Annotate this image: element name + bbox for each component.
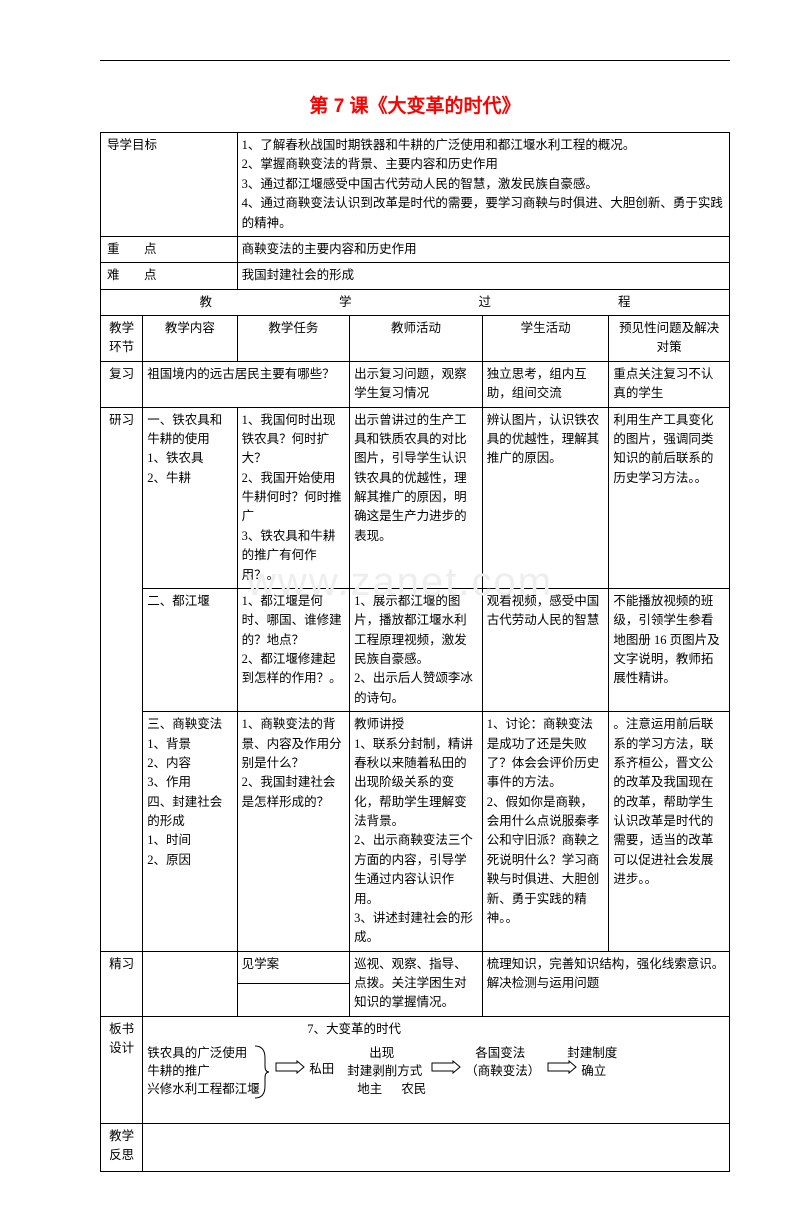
r1-teacher: 出示曾讲过的生产工具和铁质农具的对比图片，引导学生认识铁农具的优越性，理解其推广… (350, 407, 483, 588)
r2-task: 1、都江堰是何时、哪国、谁修建的？地点？ 2、都江堰修建起到怎样的作用？。 (237, 588, 350, 711)
board-l2: 牛耕的推广 (147, 1062, 210, 1081)
reflect-label: 教学 反思 (101, 1123, 143, 1171)
review-content: 祖国境内的远古居民主要有哪些？ (143, 361, 350, 407)
row-study-3: 三、商鞅变法 1、背景 2、内容 3、作用 四、封建社会的形成 1、时间 2、原… (101, 712, 730, 952)
board-mid1a: 私田 (309, 1060, 334, 1079)
col-stage: 教学 环节 (101, 316, 143, 362)
board-title: 7、大变革的时代 (307, 1020, 401, 1039)
col-task: 教学任务 (237, 316, 350, 362)
board-mid2: 封建剥削方式 (347, 1062, 422, 1081)
row-study-1: 研习 一、铁农具和牛耕的使用 1、铁农具 2、牛耕 1、我国何时出现铁农具？何时… (101, 407, 730, 588)
board-r4: 确立 (581, 1062, 606, 1081)
refine-content (143, 951, 237, 1016)
process-header: 教 学 过 程 (101, 289, 730, 315)
lesson-plan-table: 导学目标 1、了解春秋战国时期铁器和牛耕的广泛使用和都江堰水利工程的概况。 2、… (100, 132, 730, 1172)
board-mid3a: 地主 (357, 1080, 382, 1099)
r3-content: 三、商鞅变法 1、背景 2、内容 3、作用 四、封建社会的形成 1、时间 2、原… (143, 712, 237, 952)
goals-label: 导学目标 (101, 133, 238, 237)
row-review: 复习 祖国境内的远古居民主要有哪些？ 出示复习问题，观察学生复习情况 独立思考，… (101, 361, 730, 407)
goals-text: 1、了解春秋战国时期铁器和牛耕的广泛使用和都江堰水利工程的概况。 2、掌握商鞅变… (237, 133, 729, 237)
row-refine-1: 精习 见学案 巡视、观察、指导、点拨。关注学困生对知识的掌握情况。 梳理知识，完… (101, 951, 730, 984)
board-mid1b: 出现 (369, 1044, 394, 1063)
r1-issue: 利用生产工具变化的图片，强调同类知识的前后联系的历史学习方法。。 (609, 407, 730, 588)
col-teacher: 教师活动 (350, 316, 483, 362)
row-board: 板书设计 7、大变革的时代 铁农具的广泛使用 牛耕的推广 兴修水利工程都江堰 私… (101, 1016, 730, 1123)
page-container: 第 7 课《大变革的时代》 导学目标 1、了解春秋战国时期铁器和牛耕的广泛使用和… (0, 0, 800, 1212)
refine-label: 精习 (101, 951, 143, 1016)
board-l1: 铁农具的广泛使用 (147, 1044, 247, 1063)
board-r2: （商鞅变法） (465, 1062, 540, 1081)
row-reflect: 教学 反思 (101, 1123, 730, 1171)
board-r3: 封建制度 (567, 1044, 617, 1063)
row-study-2: 二、都江堰 1、都江堰是何时、哪国、谁修建的？地点？ 2、都江堰修建起到怎样的作… (101, 588, 730, 711)
row-keypoint: 重 点 商鞅变法的主要内容和历史作用 (101, 236, 730, 262)
review-label: 复习 (101, 361, 143, 407)
r3-student: 1、讨论：商鞅变法是成功了还是失败了？体会会评价历史事件的方法。 2、假如你是商… (482, 712, 609, 952)
r2-issue: 不能播放视频的班级，引领学生参看地图册 16 页图片及文字说明，教师拓展性精讲。 (609, 588, 730, 711)
lesson-title: 第 7 课《大变革的时代》 (100, 91, 730, 118)
reflect-content (143, 1123, 730, 1171)
board-mid3b: 农民 (401, 1080, 426, 1099)
refine-student-issue: 梳理知识，完善知识结构，强化线索意识。解决检测与运用问题 (482, 951, 729, 1016)
study-label: 研习 (101, 407, 143, 951)
arrow-icon (431, 1060, 461, 1074)
refine-teacher: 巡视、观察、指导、点拨。关注学困生对知识的掌握情况。 (350, 951, 483, 1016)
bracket-icon (253, 1044, 271, 1100)
review-student: 独立思考，组内互助，组间交流 (482, 361, 609, 407)
key-label: 重 点 (101, 236, 238, 262)
col-issue: 预见性问题及解决对策 (609, 316, 730, 362)
diff-label: 难 点 (101, 263, 238, 289)
board-r1: 各国变法 (475, 1044, 525, 1063)
top-rule (100, 60, 730, 61)
r3-teacher: 教师讲授 1、联系分封制，精讲春秋以来随着私田的出现阶级关系的变化，帮助学生理解… (350, 712, 483, 952)
r1-student: 辨认图片，认识铁农具的优越性，理解其推广的原因。 (482, 407, 609, 588)
diff-text: 我国封建社会的形成 (237, 263, 729, 289)
row-col-headers: 教学 环节 教学内容 教学任务 教师活动 学生活动 预见性问题及解决对策 (101, 316, 730, 362)
board-content: 7、大变革的时代 铁农具的广泛使用 牛耕的推广 兴修水利工程都江堰 私田 出现 … (143, 1016, 730, 1123)
r2-content: 二、都江堰 (143, 588, 237, 711)
board-label: 板书设计 (101, 1016, 143, 1123)
r3-task: 1、商鞅变法的背景、内容及作用分别是什么？ 2、我国封建社会是怎样形成的？ (237, 712, 350, 952)
key-text: 商鞅变法的主要内容和历史作用 (237, 236, 729, 262)
review-issue: 重点关注复习不认真的学生 (609, 361, 730, 407)
refine-empty (237, 984, 350, 1017)
row-difficulty: 难 点 我国封建社会的形成 (101, 263, 730, 289)
row-process-header: 教 学 过 程 (101, 289, 730, 315)
r1-task: 1、我国何时出现铁农具？何时扩大？ 2、我国开始使用牛耕何时？何时推广 3、铁农… (237, 407, 350, 588)
review-teacher: 出示复习问题，观察学生复习情况 (350, 361, 483, 407)
board-l3: 兴修水利工程都江堰 (147, 1080, 260, 1099)
arrow-icon (275, 1060, 305, 1074)
r1-content: 一、铁农具和牛耕的使用 1、铁农具 2、牛耕 (143, 407, 237, 588)
refine-task: 见学案 (237, 951, 350, 984)
col-student: 学生活动 (482, 316, 609, 362)
r3-issue: 。注意运用前后联系的学习方法，联系齐桓公，晋文公的改革及我国现在的改革，帮助学生… (609, 712, 730, 952)
r2-teacher: 1、展示都江堰的图片，播放都江堰水利工程原理视频，激发民族自豪感。 2、出示后人… (350, 588, 483, 711)
row-goals: 导学目标 1、了解春秋战国时期铁器和牛耕的广泛使用和都江堰水利工程的概况。 2、… (101, 133, 730, 237)
col-content: 教学内容 (143, 316, 237, 362)
r2-student: 观看视频，感受中国古代劳动人民的智慧 (482, 588, 609, 711)
